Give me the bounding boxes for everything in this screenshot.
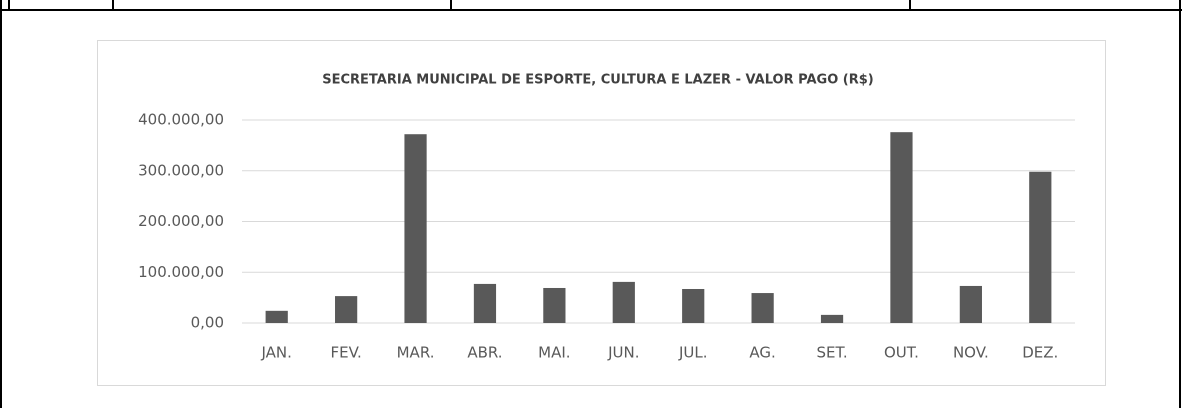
x-tick-label: MAR.: [397, 344, 435, 362]
y-tick-label: 100.000,00: [138, 263, 224, 281]
y-tick-label: 300.000,00: [138, 161, 224, 179]
x-tick-label: JUN.: [607, 344, 639, 362]
x-tick-label: NOV.: [953, 344, 989, 362]
bar: [473, 283, 497, 323]
bar: [404, 134, 427, 323]
x-tick-label: AG.: [749, 344, 775, 362]
bar: [265, 310, 288, 323]
x-tick-label: DEZ.: [1022, 344, 1058, 362]
bar: [1029, 171, 1052, 323]
x-tick-label: JUL.: [678, 344, 708, 362]
x-tick-label: MAI.: [538, 344, 570, 362]
x-tick-label: JAN.: [260, 344, 291, 362]
bar: [543, 287, 566, 323]
bar: [612, 281, 635, 323]
bar: [890, 132, 913, 323]
x-tick-label: SET.: [816, 344, 847, 362]
x-tick-label: ABR.: [467, 344, 502, 362]
x-tick-label: FEV.: [331, 344, 362, 362]
bar: [335, 296, 358, 323]
x-tick-label: OUT.: [884, 344, 919, 362]
chart-frame: [97, 40, 1106, 386]
y-tick-label: 400.000,00: [138, 111, 224, 129]
bar: [959, 285, 982, 323]
y-tick-label: 200.000,00: [138, 212, 224, 230]
y-tick-label: 0,00: [191, 314, 224, 332]
bar: [682, 288, 705, 323]
bar: [751, 293, 774, 323]
bar: [820, 314, 844, 323]
chart-title: SECRETARIA MUNICIPAL DE ESPORTE, CULTURA…: [322, 73, 873, 88]
